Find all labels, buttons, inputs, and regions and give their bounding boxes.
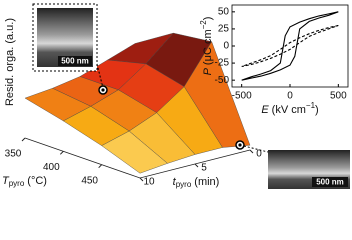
y-axis-label: P (μC cm−2) xyxy=(199,17,214,76)
y-tick xyxy=(139,177,144,182)
y-tick-label: 25 xyxy=(218,24,230,35)
scale-bar-bg xyxy=(312,177,348,187)
x-axis-label: E (kV cm−1) xyxy=(261,101,318,116)
label-superscript: −1 xyxy=(306,101,316,110)
label-unit-end: ) xyxy=(202,17,214,21)
x-tick-label: 0 xyxy=(287,91,293,102)
scale-bar-bg xyxy=(58,56,92,66)
x-tick-label: 500 xyxy=(330,91,347,102)
hysteresis-loop xyxy=(241,11,339,81)
plot-frame xyxy=(231,4,349,88)
x-tick xyxy=(98,164,103,169)
label-superscript: −2 xyxy=(199,20,208,30)
y-tick xyxy=(194,163,199,168)
connector xyxy=(239,144,269,153)
z-axis-label: Resid. orga. (a.u.) xyxy=(4,18,16,106)
y-tick-label: -50 xyxy=(215,75,230,86)
y-tick-label: 0 xyxy=(223,41,229,52)
marker-dot xyxy=(238,143,242,147)
label-unit: (kV cm xyxy=(272,104,306,116)
x-tick-label: -500 xyxy=(232,91,252,102)
y-tick-label: -25 xyxy=(215,58,230,69)
label-subscript: pyro xyxy=(9,179,25,188)
x-tick-label: 350 xyxy=(5,149,22,160)
x-tick-label: 450 xyxy=(81,175,98,186)
marker-dot xyxy=(101,88,105,92)
y-tick-label: 0 xyxy=(256,149,262,160)
label-symbol: t xyxy=(173,176,177,188)
hysteresis-loop xyxy=(241,24,339,68)
sem-image: 500 nm xyxy=(32,3,108,95)
x-tick xyxy=(21,137,26,142)
y-tick xyxy=(249,149,254,154)
x-tick xyxy=(59,150,64,155)
y-tick-label: 10 xyxy=(143,177,155,188)
label-unit: (μC cm xyxy=(202,29,214,65)
y-axis-label: tpyro (min) xyxy=(173,176,220,189)
y-tick-label: 5 xyxy=(201,163,207,174)
x-tick-label: 400 xyxy=(43,162,60,173)
label-unit: (°C) xyxy=(27,175,47,187)
y-tick-label: 50 xyxy=(218,6,230,17)
label-subscript: pyro xyxy=(176,180,192,189)
sem-image: 500 nm xyxy=(235,140,350,189)
scale-bar-label: 500 nm xyxy=(61,57,89,66)
label-unit: (min) xyxy=(194,176,219,188)
label-symbol: T xyxy=(2,175,10,187)
surface-patch xyxy=(101,130,168,174)
label-symbol: E xyxy=(261,104,269,116)
hysteresis-plot: -50 -25 0 25 50 -500 0 500 E (kV cm−1) P (μC cm−2) xyxy=(199,4,349,116)
label-symbol: P xyxy=(202,67,214,75)
scale-bar-label: 500 nm xyxy=(316,178,344,187)
x-axis-label: Tpyro (°C) xyxy=(2,175,47,188)
label-unit-end: ) xyxy=(315,104,319,116)
